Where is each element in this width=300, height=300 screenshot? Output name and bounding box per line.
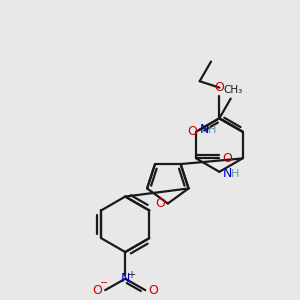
Text: CH₃: CH₃ xyxy=(223,85,242,95)
Text: N: N xyxy=(223,167,232,180)
Text: O: O xyxy=(148,284,158,297)
Text: O: O xyxy=(187,125,197,138)
Text: O: O xyxy=(92,284,102,297)
Text: O: O xyxy=(214,81,224,94)
Text: −: − xyxy=(100,278,108,288)
Text: N: N xyxy=(121,272,130,285)
Text: H: H xyxy=(208,125,216,135)
Text: +: + xyxy=(127,270,135,280)
Text: O: O xyxy=(155,197,165,210)
Text: O: O xyxy=(222,152,232,165)
Text: N: N xyxy=(200,123,209,136)
Text: H: H xyxy=(231,169,239,179)
